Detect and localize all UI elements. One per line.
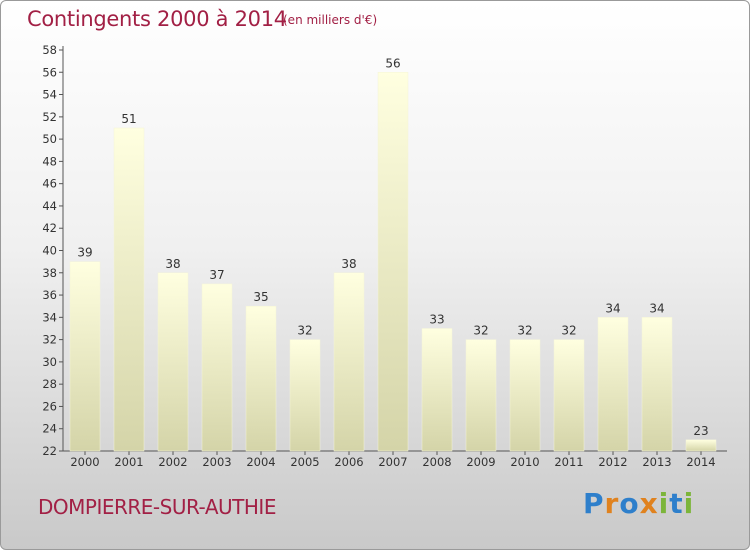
- value-label: 23: [693, 424, 708, 438]
- bar-2010[interactable]: [509, 339, 541, 452]
- x-tick-label: 2010: [510, 455, 539, 469]
- y-tick-label: 22: [42, 444, 57, 458]
- x-tick-label: 2000: [70, 455, 99, 469]
- y-tick-label: 34: [42, 310, 57, 324]
- x-tick-label: 2014: [686, 455, 715, 469]
- bar-2011[interactable]: [553, 339, 585, 452]
- logo-letter: i: [683, 487, 695, 520]
- proxiti-logo[interactable]: Proxiti: [583, 487, 694, 520]
- value-label: 33: [429, 312, 444, 326]
- x-axis: 2000 2001 2002 2003 2004 2005 2006 2007 2008 2009…: [63, 450, 727, 469]
- x-tick-label: 2005: [290, 455, 319, 469]
- value-label: 32: [517, 324, 532, 338]
- value-label: 32: [297, 324, 312, 338]
- bar-2012[interactable]: [597, 317, 629, 452]
- value-label: 56: [385, 56, 400, 70]
- y-tick-label: 46: [42, 177, 57, 191]
- bar-2000[interactable]: [69, 261, 101, 452]
- x-tick-label: 2004: [246, 455, 275, 469]
- y-tick-label: 24: [42, 422, 57, 436]
- logo-letter: x: [639, 487, 659, 520]
- bar-2001[interactable]: [113, 127, 145, 452]
- value-label: 38: [165, 257, 180, 271]
- bar-2008[interactable]: [421, 328, 453, 452]
- x-tick-label: 2002: [158, 455, 187, 469]
- bar-2006[interactable]: [333, 272, 365, 452]
- value-label: 37: [209, 268, 224, 282]
- bar-2009[interactable]: [465, 339, 497, 452]
- x-tick-label: 2007: [378, 455, 407, 469]
- y-tick-label: 52: [42, 110, 57, 124]
- y-tick-label: 54: [42, 88, 57, 102]
- value-label: 51: [121, 112, 136, 126]
- bar-2003[interactable]: [201, 283, 233, 452]
- bar-2002[interactable]: [157, 272, 189, 452]
- y-tick-label: 28: [42, 377, 57, 391]
- logo-letter: P: [583, 487, 605, 520]
- value-labels: 39 51 38 37 35 32 38 56 33 32 32 32 34 34 23: [77, 56, 708, 438]
- logo-letter: i: [658, 487, 670, 520]
- logo-letter: o: [619, 487, 640, 520]
- x-tick-label: 2001: [114, 455, 143, 469]
- y-tick-label: 30: [42, 355, 57, 369]
- logo-letter: r: [604, 487, 620, 520]
- y-tick-label: 50: [42, 132, 57, 146]
- y-tick-label: 48: [42, 154, 57, 168]
- bar-2004[interactable]: [245, 305, 277, 452]
- x-tick-label: 2011: [554, 455, 583, 469]
- bar-2007[interactable]: [377, 72, 409, 452]
- x-tick-label: 2003: [202, 455, 231, 469]
- bar-2014[interactable]: [685, 439, 717, 452]
- chart-subtitle: (en milliers d'€): [283, 13, 378, 27]
- logo-letter: t: [669, 487, 684, 520]
- y-tick-label: 40: [42, 244, 57, 258]
- x-tick-label: 2006: [334, 455, 363, 469]
- x-tick-label: 2009: [466, 455, 495, 469]
- value-label: 38: [341, 257, 356, 271]
- x-tick-label: 2013: [642, 455, 671, 469]
- x-tick-label: 2012: [598, 455, 627, 469]
- value-label: 39: [77, 246, 92, 260]
- bar-2005[interactable]: [289, 339, 321, 452]
- value-label: 32: [473, 324, 488, 338]
- y-tick-label: 44: [42, 199, 57, 213]
- y-tick-label: 36: [42, 288, 57, 302]
- y-tick-label: 58: [42, 43, 57, 57]
- y-tick-label: 42: [42, 221, 57, 235]
- value-label: 34: [605, 301, 620, 315]
- value-label: 34: [649, 301, 664, 315]
- y-axis: 22 24 26 28 30 32 34 36 38 40 42 44 46 48 50 52 54 56 58: [42, 43, 64, 458]
- y-tick-label: 56: [42, 65, 57, 79]
- commune-name: DOMPIERRE-SUR-AUTHIE: [38, 495, 276, 519]
- y-tick-label: 32: [42, 333, 57, 347]
- bar-2013[interactable]: [641, 317, 673, 452]
- bars: [69, 72, 717, 452]
- y-tick-label: 26: [42, 399, 57, 413]
- x-tick-label: 2008: [422, 455, 451, 469]
- y-tick-label: 38: [42, 266, 57, 280]
- chart-title: Contingents 2000 à 2014: [27, 7, 287, 31]
- value-label: 32: [561, 324, 576, 338]
- value-label: 35: [253, 290, 268, 304]
